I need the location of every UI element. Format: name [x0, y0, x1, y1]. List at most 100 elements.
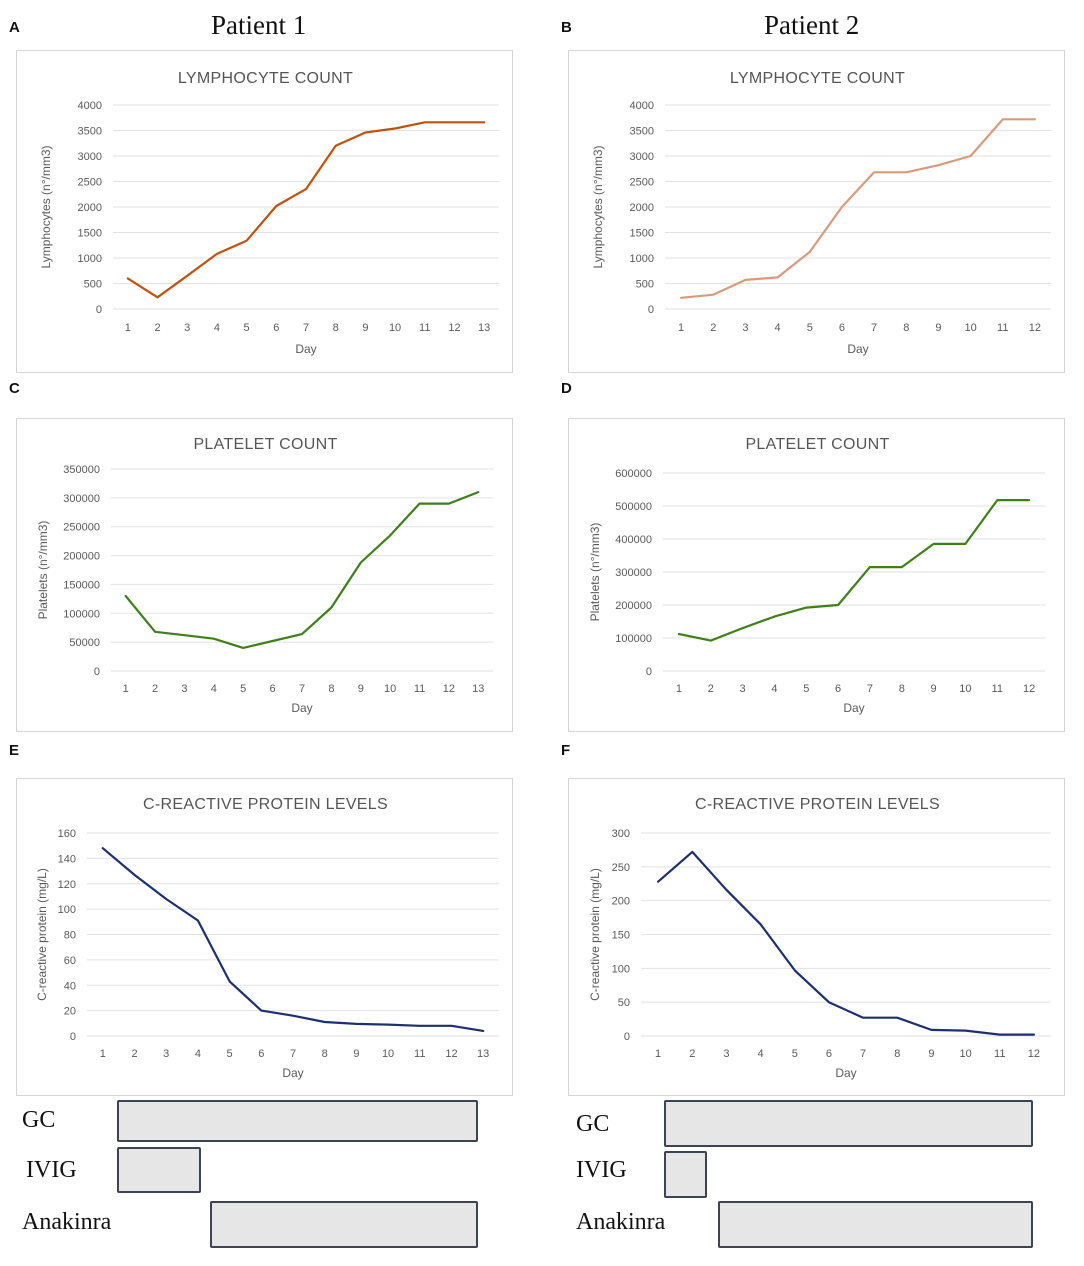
x-tick-label: 8 [899, 683, 905, 695]
y-tick-label: 150 [612, 930, 630, 942]
x-tick-label: 13 [478, 322, 490, 334]
y-tick-label: 300000 [63, 493, 100, 505]
gc-bar-patient-1 [117, 1100, 478, 1142]
y-tick-label: 140 [58, 853, 76, 865]
x-axis-label: Day [847, 342, 868, 356]
chart-title: LYMPHOCYTE COUNT [178, 70, 353, 87]
x-axis-label: Day [835, 1066, 856, 1080]
data-point [196, 919, 200, 923]
x-tick-label: 3 [184, 322, 190, 334]
x-tick-label: 10 [959, 1048, 971, 1060]
x-tick-label: 7 [871, 322, 877, 334]
y-tick-label: 1500 [78, 228, 102, 240]
ivig-bar-patient-2 [664, 1151, 707, 1198]
y-tick-label: 2500 [630, 177, 654, 189]
panel-letter-b: B [561, 19, 572, 36]
y-tick-label: 0 [96, 304, 102, 316]
x-tick-label: 4 [195, 1048, 201, 1060]
data-point [304, 187, 308, 191]
data-point [418, 1024, 422, 1028]
y-tick-label: 4000 [630, 100, 654, 112]
y-tick-label: 500000 [615, 501, 652, 513]
y-tick-label: 3500 [78, 126, 102, 138]
x-tick-label: 9 [358, 683, 364, 695]
x-tick-label: 8 [894, 1048, 900, 1060]
data-point [793, 968, 797, 972]
y-tick-label: 100000 [63, 608, 100, 620]
x-tick-label: 4 [758, 1048, 764, 1060]
x-tick-label: 5 [244, 322, 250, 334]
panel-letter-e: E [9, 742, 20, 759]
x-tick-label: 10 [959, 683, 971, 695]
y-axis-label: C-reactive protein (mg/L) [588, 868, 602, 1001]
data-point [334, 144, 338, 148]
data-point [827, 1000, 831, 1004]
data-point [964, 1029, 968, 1033]
x-tick-label: 11 [414, 1048, 425, 1060]
data-point [840, 205, 844, 209]
y-tick-label: 2000 [630, 202, 654, 214]
x-tick-label: 3 [163, 1048, 169, 1060]
chart-title: LYMPHOCYTE COUNT [730, 70, 905, 87]
data-point [291, 1014, 295, 1018]
chart-title: C-REACTIVE PROTEIN LEVELS [143, 796, 388, 813]
treatment-label-gc-patient-2: GC [576, 1111, 610, 1137]
treatment-label-ivig-patient-2: IVIG [576, 1157, 627, 1183]
x-tick-label: 11 [414, 683, 425, 695]
lymphocyte-p1-svg: LYMPHOCYTE COUNT 0 500 1000 1500 2000 2500 3000… [39, 70, 499, 356]
data-point [388, 533, 392, 537]
x-tick-label: 6 [835, 683, 841, 695]
y-tick-label: 0 [648, 304, 654, 316]
data-point [153, 630, 157, 634]
y-tick-label: 100 [58, 904, 76, 916]
panel-letter-a: A [9, 19, 20, 36]
chart-title: C-REACTIVE PROTEIN LEVELS [695, 796, 940, 813]
y-tick-label: 1500 [630, 228, 654, 240]
x-tick-label: 5 [792, 1048, 798, 1060]
data-point [363, 131, 367, 135]
x-tick-label: 8 [322, 1048, 328, 1060]
x-tick-label: 2 [154, 322, 160, 334]
x-tick-label: 12 [1029, 322, 1041, 334]
x-tick-label: 1 [678, 322, 684, 334]
data-point [271, 639, 275, 643]
x-tick-label: 9 [931, 683, 937, 695]
data-point [929, 1028, 933, 1032]
x-tick-label: 5 [240, 683, 246, 695]
x-tick-label: 11 [997, 322, 1008, 334]
patient-1-title: Patient 1 [211, 10, 307, 40]
y-tick-label: 1000 [78, 253, 102, 265]
chart-title: PLATELET COUNT [745, 436, 889, 453]
data-point [759, 922, 763, 926]
platelet-chart-patient-1: PLATELET COUNT 0 50000 100000 150000 200000 25… [16, 418, 513, 732]
data-point [164, 897, 168, 901]
data-point [868, 565, 872, 569]
x-tick-label: 6 [826, 1048, 832, 1060]
data-point [274, 204, 278, 208]
x-tick-label: 2 [152, 683, 158, 695]
x-tick-label: 11 [419, 322, 430, 334]
x-tick-label: 9 [935, 322, 941, 334]
x-tick-label: 7 [290, 1048, 296, 1060]
x-tick-label: 12 [448, 322, 460, 334]
y-tick-label: 150000 [63, 579, 100, 591]
x-tick-label: 4 [214, 322, 220, 334]
y-axis-label: Lymphocytes (n°/mm3) [591, 145, 605, 268]
panel-letter-d: D [561, 380, 572, 397]
x-tick-label: 5 [803, 683, 809, 695]
data-point [156, 295, 160, 299]
x-tick-label: 13 [477, 1048, 489, 1060]
data-point [895, 1016, 899, 1020]
y-tick-label: 160 [58, 828, 76, 840]
y-tick-label: 0 [70, 1031, 76, 1043]
x-tick-label: 6 [839, 322, 845, 334]
data-point [932, 542, 936, 546]
data-point [904, 170, 908, 174]
x-tick-label: 3 [181, 683, 187, 695]
x-tick-label: 10 [382, 1048, 394, 1060]
data-point [452, 120, 456, 124]
data-point [423, 120, 427, 124]
data-point [709, 639, 713, 643]
data-point [241, 646, 245, 650]
x-tick-label: 11 [992, 683, 1003, 695]
